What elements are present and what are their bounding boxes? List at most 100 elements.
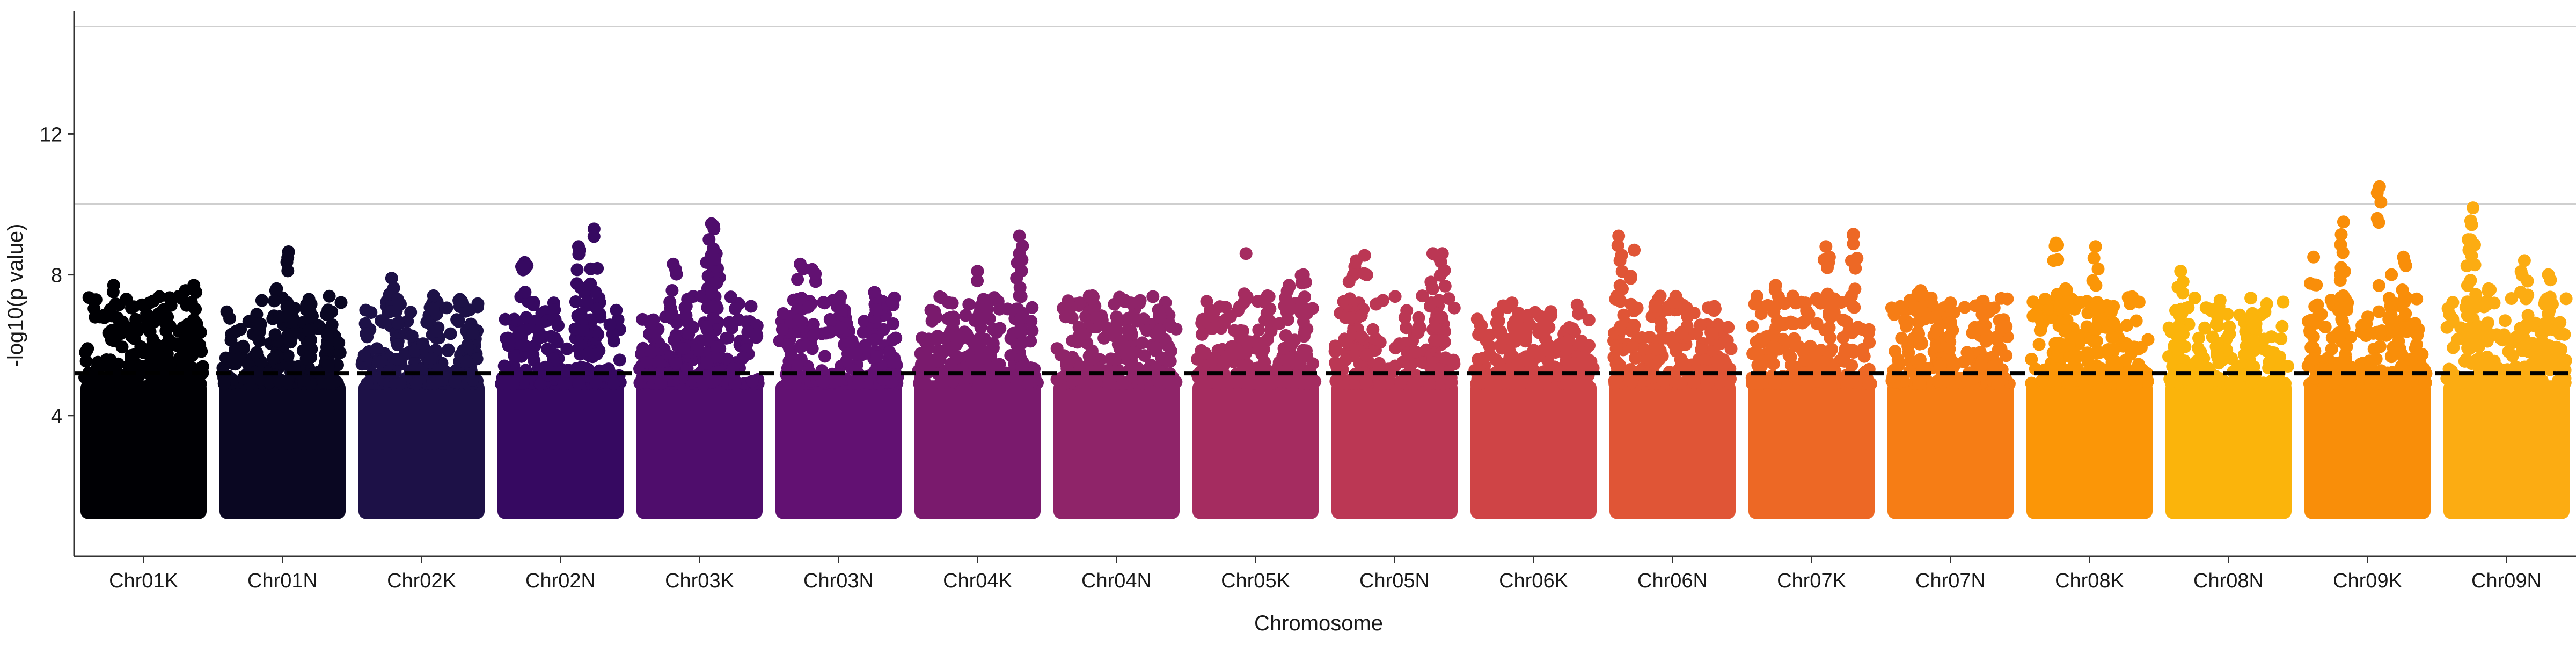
data-point (1278, 375, 1291, 388)
data-point (1539, 332, 1552, 345)
peak-point (2174, 265, 2187, 278)
data-point (794, 340, 807, 354)
data-point (1103, 376, 1117, 390)
data-point (1675, 326, 1689, 340)
data-point (1359, 348, 1373, 362)
data-point (652, 355, 665, 368)
data-point (1329, 339, 1342, 353)
data-point (223, 311, 236, 325)
data-point (1979, 335, 1993, 348)
data-point (1789, 296, 1803, 310)
data-point (2335, 312, 2348, 326)
data-point (572, 377, 586, 390)
data-point (1429, 319, 1442, 333)
x-tick-label-Chr09N: Chr09N (2471, 570, 2542, 592)
data-point (946, 375, 960, 388)
data-point (710, 277, 723, 290)
data-point (572, 248, 586, 261)
data-point (2514, 265, 2528, 278)
data-point (2001, 292, 2014, 306)
data-point (1845, 254, 1858, 267)
data-point (106, 285, 120, 299)
data-point (644, 345, 657, 359)
data-point (1205, 322, 1219, 336)
data-point (2170, 329, 2184, 343)
data-point (2089, 346, 2103, 360)
data-point (2105, 305, 2118, 318)
data-point (2120, 319, 2133, 332)
data-point (2333, 372, 2346, 386)
data-point (700, 357, 714, 370)
data-point (360, 377, 374, 390)
data-point (250, 346, 264, 359)
data-point (141, 347, 155, 360)
data-point (930, 333, 943, 346)
data-point (1668, 375, 1681, 388)
data-point (1914, 377, 1927, 390)
data-point (1946, 361, 1960, 374)
data-point (2521, 274, 2534, 288)
data-point (819, 326, 832, 340)
data-point (1675, 354, 1688, 368)
data-point (962, 298, 976, 311)
data-point (852, 377, 865, 390)
data-point (1560, 343, 1574, 357)
data-point (2387, 323, 2401, 337)
data-point (1855, 323, 1869, 336)
data-point (2172, 343, 2185, 357)
data-point (2244, 292, 2258, 305)
data-point (922, 341, 935, 354)
data-point (591, 261, 604, 275)
data-point (2107, 316, 2120, 330)
chromosome-group-Chr07N (1885, 284, 2016, 519)
data-point (2308, 352, 2321, 366)
data-point (590, 302, 604, 315)
data-point (254, 317, 267, 331)
data-point (1796, 316, 1809, 330)
data-point (1243, 335, 1256, 348)
data-point (515, 260, 528, 273)
data-point (81, 342, 94, 355)
data-point (2080, 295, 2094, 308)
data-point (281, 264, 295, 278)
chromosome-group-Chr08K (2025, 236, 2155, 519)
data-point (394, 377, 407, 390)
data-point (2310, 278, 2323, 292)
point-cloud-Chr06N (1609, 380, 1736, 519)
data-point (826, 294, 840, 307)
data-point (841, 347, 854, 360)
data-point (2334, 228, 2348, 241)
data-point (455, 294, 469, 308)
peak-point (385, 272, 398, 285)
data-point (2121, 291, 2135, 304)
data-point (711, 350, 724, 363)
data-point (1066, 374, 1080, 387)
data-point (387, 281, 400, 295)
data-point (185, 361, 199, 374)
x-tick-label-Chr01K: Chr01K (109, 570, 178, 592)
data-point (2000, 320, 2013, 333)
peak-point (702, 233, 716, 246)
x-tick-label-Chr09K: Chr09K (2333, 570, 2402, 592)
data-point (1252, 323, 1265, 337)
data-point (964, 333, 977, 346)
data-point (1694, 318, 1707, 332)
chromosome-group-Chr08N (2162, 265, 2294, 519)
data-point (1435, 311, 1448, 324)
data-point (1200, 295, 1213, 308)
x-tick-label-Chr02N: Chr02N (525, 570, 596, 592)
data-point (1086, 292, 1100, 305)
data-point (1299, 346, 1312, 359)
y-axis-ticks: 4 8 12 (40, 123, 74, 428)
data-point (945, 311, 958, 325)
data-point (273, 310, 286, 323)
data-point (1767, 340, 1780, 353)
data-point (2091, 263, 2105, 275)
data-point (1116, 377, 1129, 390)
data-point (2038, 293, 2052, 306)
data-point (1298, 290, 1311, 304)
point-cloud-Chr07K (1748, 380, 1875, 519)
x-tick-label-Chr05K: Chr05K (1221, 570, 1290, 592)
data-point (105, 309, 119, 323)
data-point (2505, 292, 2518, 305)
